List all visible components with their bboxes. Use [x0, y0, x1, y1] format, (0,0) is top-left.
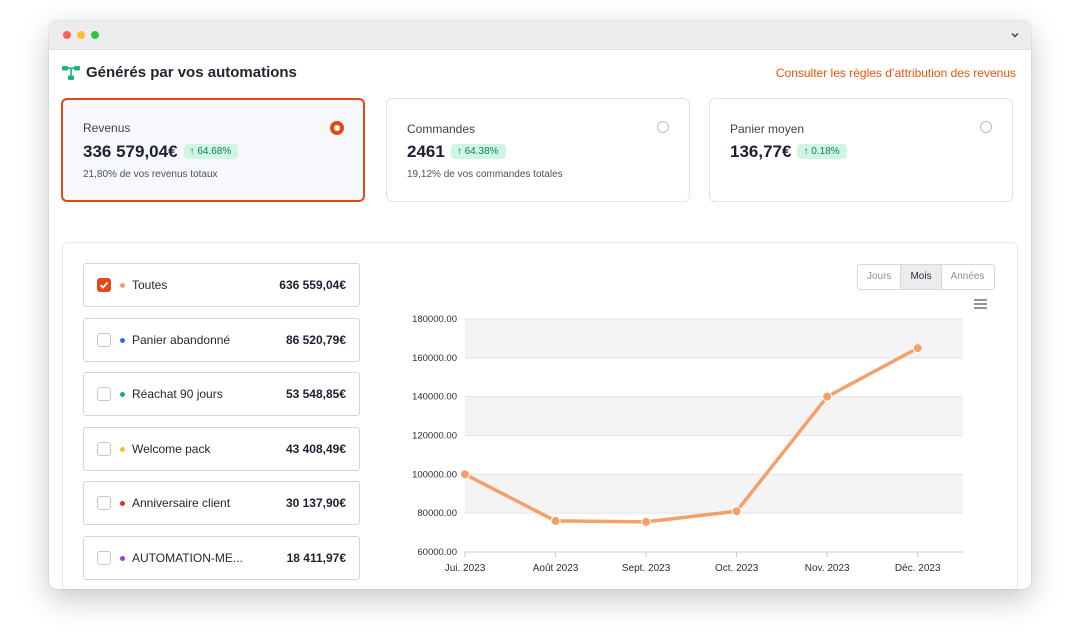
data-point	[641, 516, 652, 527]
series-item[interactable]: AUTOMATION-ME... 18 411,97€	[83, 536, 360, 580]
x-tick-label: Août 2023	[533, 563, 579, 574]
series-name: Anniversaire client	[132, 496, 231, 511]
kpi-card-panier-moyen[interactable]: Panier moyen 136,77€ ↑ 0.18%	[709, 98, 1013, 202]
series-item[interactable]: Welcome pack 43 408,49€	[83, 426, 360, 471]
kpi-change-badge: ↑ 64.68%	[183, 144, 239, 159]
series-amount: 53 548,85€	[285, 387, 346, 402]
data-point	[731, 506, 742, 517]
kpi-subtext: 19,12% de vos commandes totales	[407, 169, 563, 180]
checkmark-icon	[99, 281, 109, 289]
kpi-change-badge: ↑ 64.38%	[450, 144, 506, 159]
title-bar	[49, 21, 1031, 50]
close-window-button[interactable]	[63, 31, 71, 39]
page-content: Générés par vos automations Consulter le…	[49, 50, 1031, 589]
app-window: Générés par vos automations Consulter le…	[49, 21, 1031, 589]
series-color-dot	[120, 446, 125, 452]
chart-panel: Toutes 636 559,04€ Panier abandonné 86 520,…	[62, 242, 1018, 589]
kpi-label: Panier moyen	[730, 122, 805, 136]
series-name: Toutes	[132, 278, 168, 292]
series-item[interactable]: Anniversaire client 30 137,90€	[83, 481, 360, 526]
x-tick-label: Nov. 2023	[805, 563, 850, 574]
checkbox[interactable]	[97, 332, 111, 347]
kpi-radio[interactable]	[657, 121, 669, 133]
kpi-change-badge: ↑ 0.18%	[797, 144, 847, 159]
y-tick-label: 160000.00	[412, 353, 457, 364]
series-amount: 18 411,97€	[286, 551, 346, 565]
checkbox[interactable]	[97, 496, 111, 511]
series-line	[463, 346, 920, 524]
y-tick-label: 120000.00	[412, 431, 457, 442]
data-point	[460, 469, 470, 480]
hamburger-menu-icon[interactable]	[974, 299, 987, 309]
automation-flow-icon	[62, 66, 80, 80]
series-name: AUTOMATION-ME...	[132, 551, 243, 565]
series-name: Panier abandonné	[132, 332, 231, 347]
y-tick-label: 100000.00	[412, 469, 457, 480]
grid-band	[465, 319, 963, 358]
checkbox[interactable]	[97, 441, 111, 456]
series-amount: 86 520,79€	[285, 332, 346, 347]
data-point	[550, 515, 561, 526]
series-amount: 636 559,04€	[279, 278, 346, 292]
series-name: Welcome pack	[132, 441, 211, 456]
series-item[interactable]: Panier abandonné 86 520,79€	[83, 317, 360, 362]
series-color-dot	[120, 392, 125, 398]
kpi-label: Commandes	[407, 122, 476, 136]
period-option-mois[interactable]: Mois	[900, 265, 941, 289]
grid-band	[465, 474, 963, 514]
revenue-line-chart: 60000.00 80000.00 100000.00 120000.00 140000…	[412, 314, 963, 574]
kpi-radio-selected[interactable]	[330, 121, 344, 135]
series-amount: 43 408,49€	[285, 441, 346, 456]
x-tick-label: Jui. 2023	[445, 563, 486, 574]
period-option-jours[interactable]: Jours	[867, 271, 892, 282]
period-option-annees[interactable]: Années	[940, 265, 994, 289]
kpi-card-commandes[interactable]: Commandes 2461 ↑ 64.38% 19,12% de vos com…	[386, 98, 690, 202]
y-tick-label: 140000.00	[412, 392, 457, 403]
series-name: Réachat 90 jours	[132, 387, 223, 402]
chevron-down-icon[interactable]	[1009, 29, 1021, 41]
kpi-card-revenus[interactable]: Revenus 336 579,04€ ↑ 64.68% 21,80% de vo…	[61, 98, 365, 202]
y-tick-label: 80000.00	[417, 508, 457, 519]
data-point	[912, 343, 923, 354]
series-item[interactable]: Toutes 636 559,04€	[83, 263, 360, 307]
y-tick-label: 180000.00	[412, 314, 457, 325]
series-color-dot	[120, 283, 125, 288]
kpi-value: 2461 ↑ 64.38%	[407, 142, 506, 162]
checkbox[interactable]	[97, 387, 111, 402]
y-tick-label: 60000.00	[417, 547, 457, 558]
period-toggle: Jours Mois Années	[857, 264, 995, 290]
series-color-dot	[120, 337, 125, 343]
page-title: Générés par vos automations	[86, 64, 297, 81]
x-tick-label: Oct. 2023	[715, 563, 759, 574]
maximize-window-button[interactable]	[91, 31, 99, 39]
checkbox[interactable]	[97, 551, 111, 565]
checkbox-checked[interactable]	[97, 278, 111, 292]
x-tick-label: Déc. 2023	[895, 563, 941, 574]
series-color-dot	[120, 556, 125, 561]
series-amount: 30 137,90€	[285, 496, 346, 511]
x-tick-label: Sept. 2023	[622, 563, 671, 574]
series-item[interactable]: Réachat 90 jours 53 548,85€	[83, 372, 360, 417]
series-color-dot	[120, 501, 125, 507]
kpi-value: 136,77€ ↑ 0.18%	[730, 142, 847, 162]
kpi-value: 336 579,04€ ↑ 64.68%	[83, 142, 239, 162]
attribution-rules-link[interactable]: Consulter les règles d’attribution des r…	[775, 66, 1016, 80]
kpi-label: Revenus	[83, 121, 131, 135]
minimize-window-button[interactable]	[77, 31, 85, 39]
grid-band	[465, 396, 963, 436]
kpi-radio[interactable]	[980, 121, 992, 133]
data-point	[822, 391, 833, 402]
kpi-subtext: 21,80% de vos revenus totaux	[83, 169, 218, 180]
